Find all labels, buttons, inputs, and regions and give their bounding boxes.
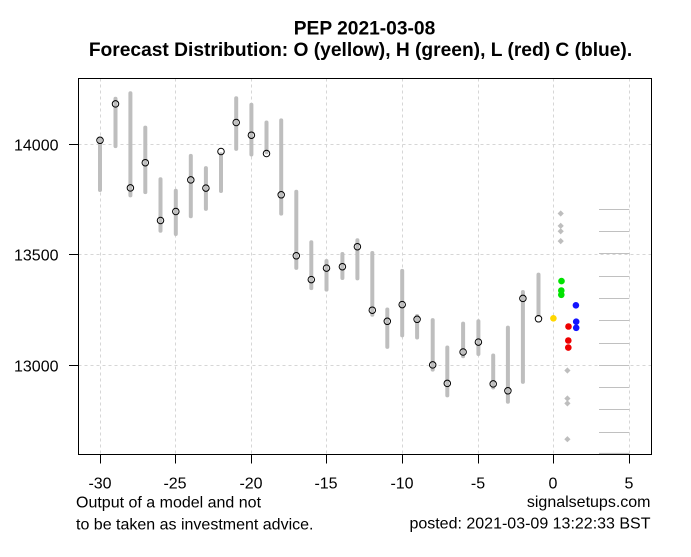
svg-text:14000: 14000	[14, 138, 59, 155]
svg-text:-5: -5	[471, 476, 485, 493]
svg-text:13500: 13500	[14, 248, 59, 265]
svg-text:PEP 2021-03-08: PEP 2021-03-08	[294, 19, 436, 40]
svg-text:13000: 13000	[14, 359, 59, 376]
svg-text:0: 0	[549, 476, 558, 493]
svg-text:-25: -25	[163, 476, 186, 493]
svg-text:signalsetups.com: signalsetups.com	[527, 494, 651, 511]
svg-text:-15: -15	[314, 476, 337, 493]
svg-text:-30: -30	[88, 476, 111, 493]
svg-text:-10: -10	[390, 476, 413, 493]
svg-text:to be taken as investment advi: to be taken as investment advice.	[76, 517, 313, 534]
svg-text:posted: 2021-03-09 13:22:33 BS: posted: 2021-03-09 13:22:33 BST	[409, 516, 650, 533]
svg-text:Forecast Distribution: O (yell: Forecast Distribution: O (yellow), H (gr…	[89, 40, 632, 61]
svg-text:5: 5	[625, 476, 634, 493]
svg-text:Output of a model and not: Output of a model and not	[76, 495, 262, 512]
svg-text:-20: -20	[239, 476, 262, 493]
